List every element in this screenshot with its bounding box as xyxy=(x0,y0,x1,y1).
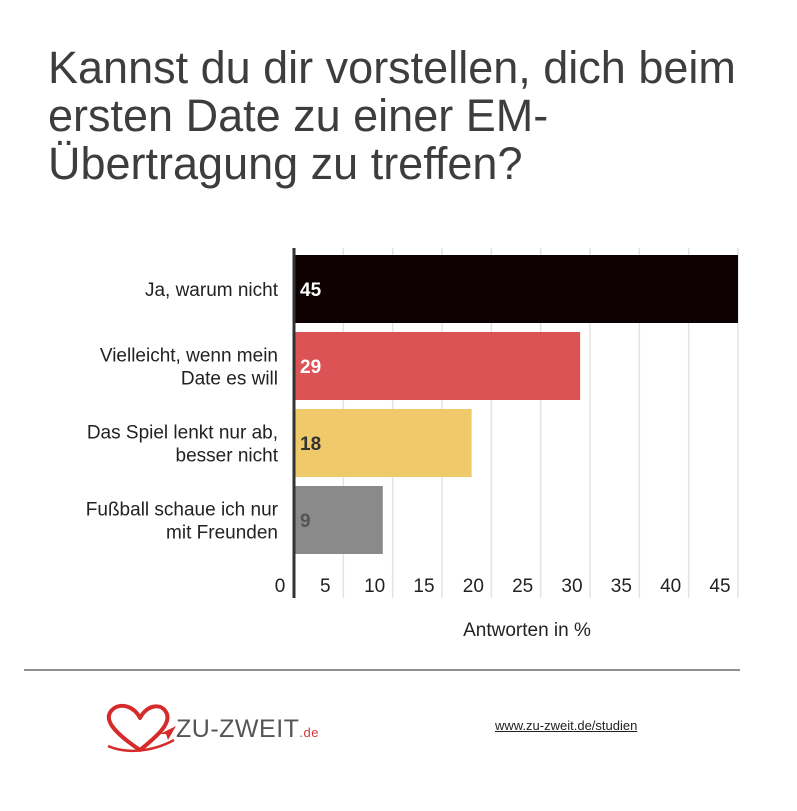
bar-chart: 45 29 18 9 0 5 10 15 20 25 30 35 40 45 Ja, warum nic… xyxy=(86,248,739,641)
category-label-line: Das Spiel lenkt nur ab, xyxy=(87,423,278,444)
x-tick-label: 30 xyxy=(561,576,582,597)
category-label-line: besser nicht xyxy=(176,446,279,467)
x-tick-label: 40 xyxy=(660,576,681,597)
category-label: Fußball schaue ich nur mit Freunden xyxy=(86,500,279,544)
bar xyxy=(295,409,472,477)
x-tick-label: 25 xyxy=(512,576,533,597)
x-tick-label: 5 xyxy=(320,576,331,597)
chart-title: Kannst du dir vorstellen, dich beim erst… xyxy=(48,42,736,189)
category-label: Ja, warum nicht xyxy=(145,280,279,301)
bar-value-label: 9 xyxy=(300,511,311,532)
category-label: Vielleicht, wenn mein Date es will xyxy=(100,346,278,390)
bar-value-label: 18 xyxy=(300,434,321,455)
x-axis-title: Antworten in % xyxy=(463,620,591,641)
category-label-line: mit Freunden xyxy=(166,523,278,544)
category-labels: Ja, warum nicht Vielleicht, wenn mein Date… xyxy=(86,280,279,544)
footer-divider xyxy=(24,669,740,671)
studies-link[interactable]: www.zu-zweit.de/studien xyxy=(495,718,638,733)
x-axis-ticks: 0 5 10 15 20 25 30 35 40 45 xyxy=(275,576,731,597)
x-tick-label: 45 xyxy=(709,576,730,597)
category-label-line: Fußball schaue ich nur xyxy=(86,500,279,521)
bar xyxy=(295,255,738,323)
x-tick-label: 35 xyxy=(611,576,632,597)
bars: 45 29 18 9 xyxy=(295,255,738,554)
x-tick-label: 15 xyxy=(413,576,434,597)
bar xyxy=(295,332,581,400)
brand-suffix: .de xyxy=(299,725,319,740)
category-label-line: Vielleicht, wenn mein xyxy=(100,346,278,367)
bar xyxy=(295,486,383,554)
bar-value-label: 45 xyxy=(300,280,322,301)
category-label-line: Date es will xyxy=(181,369,278,390)
x-tick-label: 0 xyxy=(275,576,286,597)
x-tick-label: 10 xyxy=(364,576,385,597)
category-label: Das Spiel lenkt nur ab, besser nicht xyxy=(87,423,279,467)
brand-name: ZU-ZWEIT.de xyxy=(176,715,319,744)
heart-logo-icon xyxy=(106,703,176,752)
bar-value-label: 29 xyxy=(300,357,321,378)
category-label-line: Ja, warum nicht xyxy=(145,280,279,301)
brand-main: ZU-ZWEIT xyxy=(176,715,300,743)
x-tick-label: 20 xyxy=(463,576,484,597)
